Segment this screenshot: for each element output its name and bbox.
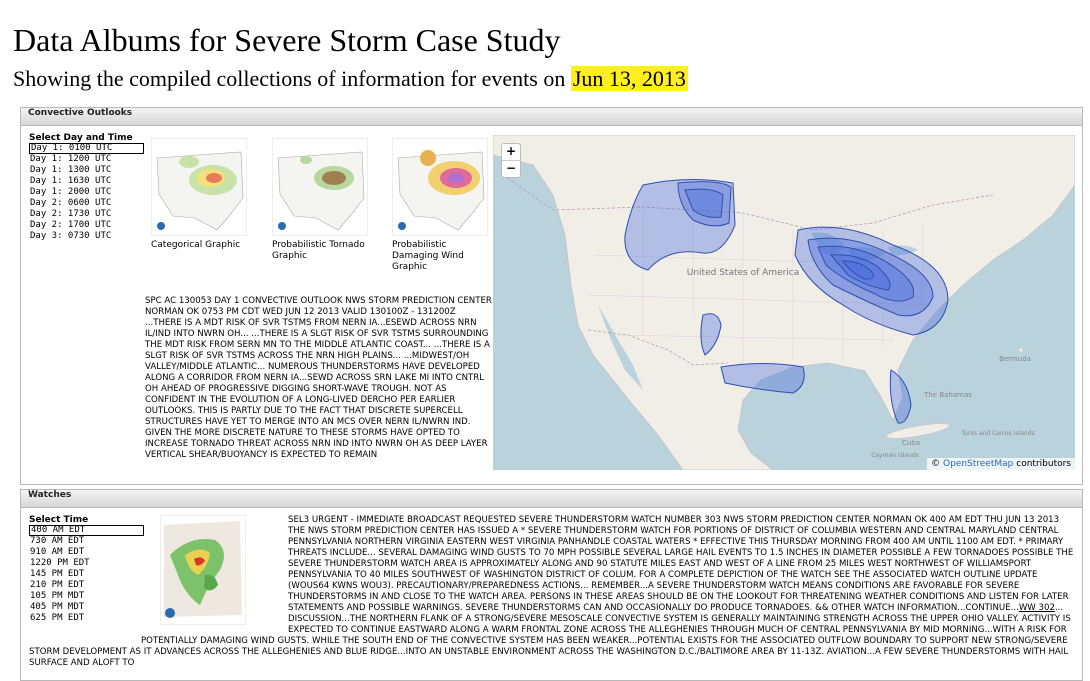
thumbnail-image [151,138,247,236]
watches-panel: Watches Select Time 400 AM EDT 730 AM EDT… [20,489,1083,681]
panel-heading: Watches [21,490,1082,508]
watch-text-part: SEL3 URGENT - IMMEDIATE BROADCAST REQUES… [288,515,1074,613]
event-date: Jun 13, 2013 [570,66,688,91]
attribution-suffix: contributors [1016,459,1071,469]
select-option[interactable]: Day 3: 0730 UTC [30,231,112,241]
thumbnail-image [272,138,368,236]
select-option[interactable]: 105 PM MDT [30,591,85,601]
select-option[interactable]: 730 AM EDT [30,536,85,546]
thumbnail[interactable]: Categorical Graphic [151,138,251,251]
select-option[interactable]: 1220 PM EDT [30,558,90,568]
thumbnail[interactable]: Probabilistic Damaging Wind Graphic [392,138,492,273]
watch-text: SEL3 URGENT - IMMEDIATE BROADCAST REQUES… [29,515,1074,669]
day-time-selector: Select Day and Time Day 1: 0100 UTC Day 1… [29,133,154,242]
select-option[interactable]: 145 PM EDT [30,569,85,579]
panel-heading: Convective Outlooks [21,108,1082,126]
select-option[interactable]: 910 AM EDT [30,547,85,557]
select-option[interactable]: Day 1: 1200 UTC [30,154,112,164]
map-canvas: United States of America Cuba Bermuda The B… [493,135,1075,470]
map-label: The Bahamas [923,391,972,399]
select-option[interactable]: 210 PM EDT [30,580,85,590]
select-option[interactable]: Day 1: 1630 UTC [30,176,112,186]
zoom-out-button[interactable]: − [505,161,517,175]
map-label: Cuba [902,439,920,447]
outlooks-panel: Convective Outlooks Select Day and Time … [20,107,1083,485]
select-option[interactable]: Day 2: 0600 UTC [30,198,112,208]
subtitle-text: Showing the compiled collections of info… [13,66,566,91]
map-label: Turks and Caicos Islands [960,430,1034,437]
thumbnail-caption: Probabilistic Damaging Wind Graphic [392,240,464,272]
select-option[interactable]: 405 PM MDT [30,602,85,612]
thumbnail[interactable]: Probabilistic Tornado Graphic [272,138,372,262]
zoom-in-button[interactable]: + [502,144,520,161]
thumbnail-image [392,138,488,236]
radar-image [159,514,247,626]
select-option[interactable]: Day 1: 2000 UTC [30,187,112,197]
select-option[interactable]: 400 AM EDT [29,525,144,536]
thumbnail-caption: Categorical Graphic [151,240,241,250]
map-label: United States of America [687,268,799,278]
select-option[interactable]: Day 2: 1730 UTC [30,209,112,219]
map-attribution: © OpenStreetMap contributors [927,458,1075,470]
attribution-link[interactable]: OpenStreetMap [943,459,1014,469]
watch-text-part: ... DISCUSSION...THE NORTHERN FLANK OF A… [29,603,1071,668]
map-label: Cayman Islands [871,452,919,459]
page-title: Data Albums for Severe Storm Case Study [13,22,561,58]
watch-image[interactable] [141,514,288,633]
map-labels: United States of America Cuba Bermuda The B… [687,268,1035,459]
page-subtitle: Showing the compiled collections of info… [13,66,688,92]
outlook-text: SPC AC 130053 DAY 1 CONVECTIVE OUTLOOK N… [145,296,492,460]
map[interactable]: United States of America Cuba Bermuda The B… [493,135,1075,470]
time-selector: Select Time 400 AM EDT 730 AM EDT 910 AM E… [29,515,144,647]
select-option[interactable]: Day 1: 0100 UTC [29,143,144,154]
watches-body: Select Time 400 AM EDT 730 AM EDT 910 AM E… [21,508,1082,669]
option-list: 400 AM EDT 730 AM EDT 910 AM EDT 1220 PM ED… [29,525,144,624]
select-option[interactable]: 625 PM EDT [30,613,85,623]
thumbnail-caption: Probabilistic Tornado Graphic [272,240,365,261]
selector-label: Select Time [29,515,89,525]
map-label: Bermuda [999,355,1031,363]
select-option[interactable]: Day 2: 1700 UTC [30,220,112,230]
watch-link[interactable]: WW 302 [1018,603,1055,613]
select-option[interactable]: Day 1: 1300 UTC [30,165,112,175]
attribution-prefix: © [931,459,941,469]
selector-label: Select Day and Time [29,133,133,143]
option-list: Day 1: 0100 UTC Day 1: 1200 UTC Day 1: 130… [29,143,154,242]
zoom-control: + − [501,143,521,178]
